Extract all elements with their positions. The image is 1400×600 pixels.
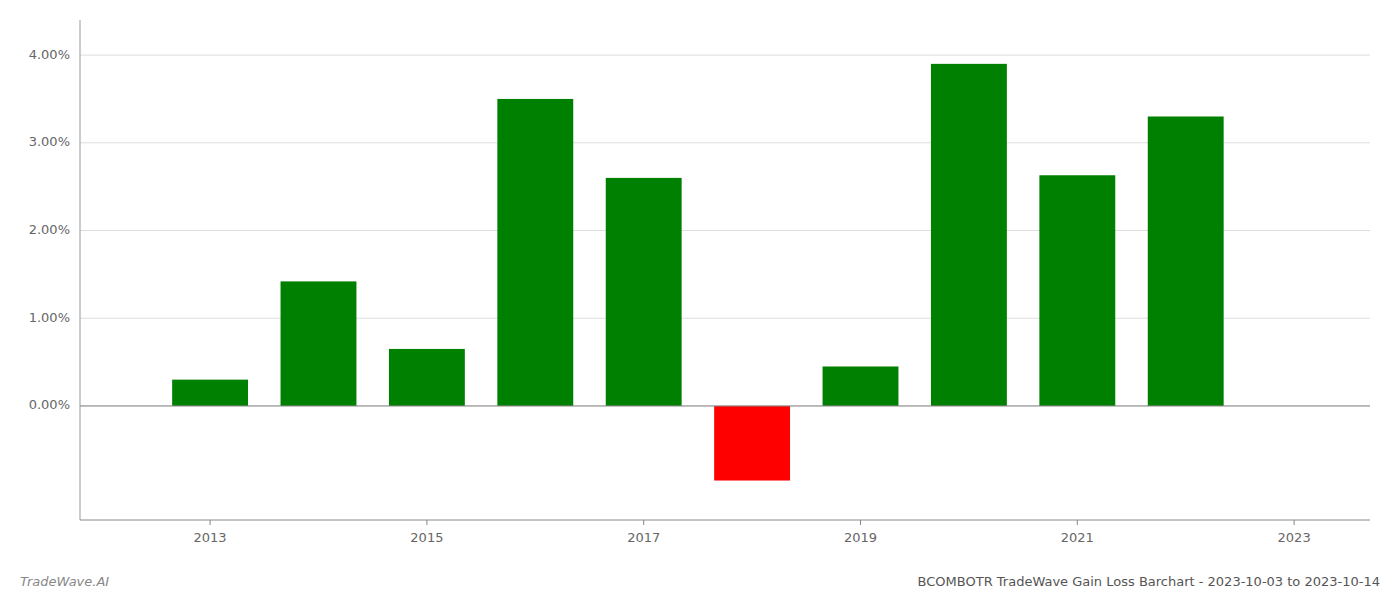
bar: [281, 281, 357, 406]
zero-line: [80, 405, 1370, 406]
grid-line: [80, 405, 1370, 406]
bar: [172, 380, 248, 406]
x-tick: [1294, 520, 1295, 525]
x-tick: [426, 520, 427, 525]
x-tick-label: 2013: [194, 530, 227, 545]
title: BCOMBOTR TradeWave Gain Loss Barchart - …: [918, 574, 1380, 589]
y-tick-label: 0.00%: [29, 397, 70, 412]
x-tick: [1077, 520, 1078, 525]
x-tick-label: 2015: [410, 530, 443, 545]
bar: [823, 366, 899, 405]
grid-line: [80, 55, 1370, 56]
x-tick: [210, 520, 211, 525]
y-tick-label: 2.00%: [29, 222, 70, 237]
x-tick-label: 2023: [1278, 530, 1311, 545]
x-tick-label: 2017: [627, 530, 660, 545]
bar: [714, 406, 790, 481]
bars: [172, 64, 1224, 481]
bar: [931, 64, 1007, 406]
x-tick: [860, 520, 861, 525]
bar: [606, 178, 682, 406]
y-grid: [80, 55, 1370, 406]
bar: [1039, 175, 1115, 406]
watermark: TradeWave.AI: [20, 574, 109, 589]
bar: [497, 99, 573, 406]
bar: [1148, 116, 1224, 405]
y-tick-label: 3.00%: [29, 134, 70, 149]
y-axis-line: [80, 20, 81, 520]
x-tick: [643, 520, 644, 525]
x-tick-label: 2019: [844, 530, 877, 545]
bar: [389, 349, 465, 406]
x-axis-line: [80, 520, 1370, 521]
chart: 0.00% 1.00% 2.00% 3.00% 4.00% 2013 2015 2017 201…: [0, 0, 1400, 600]
y-tick-label: 1.00%: [29, 310, 70, 325]
x-tick-label: 2021: [1061, 530, 1094, 545]
y-tick-label: 4.00%: [29, 47, 70, 62]
